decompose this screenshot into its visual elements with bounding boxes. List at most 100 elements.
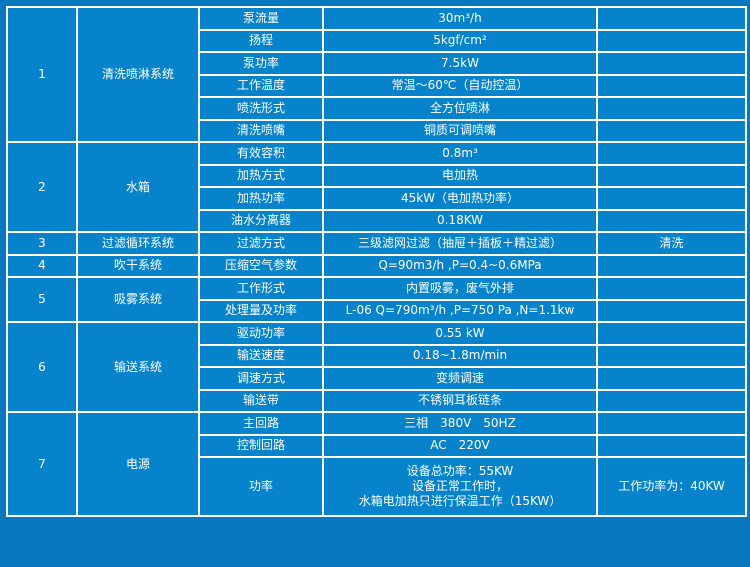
parameter-name: 泵流量 [198,6,324,31]
remark-cell [596,118,747,143]
table-row: 输送带 不锈钢耳板链条 [7,388,747,413]
system-name: 输送系统 [76,321,200,413]
parameter-value: 三级滤网过滤（抽屉＋插板＋精过滤） [322,231,598,256]
parameter-value: 45kW（电加热功率） [322,186,598,211]
parameter-value: AC 220V [322,433,598,458]
parameter-name: 功率 [198,456,324,517]
table-row: 7 电源 主回路 三相 380V 50HZ [6,411,747,517]
power-line: 设备总功率：55KW [406,464,514,478]
group-number: 1 [6,6,78,143]
table-row: 处理量及功率 L-06 Q=790m³/h ,P=750 Pa ,N=1.1kw [7,298,747,323]
group-number: 6 [6,321,78,413]
remark-cell [596,208,747,233]
table-row: 加热功率 45kW（电加热功率） [7,186,747,211]
parameter-name: 工作温度 [198,73,324,98]
group-number: 7 [6,411,78,517]
parameter-name: 有效容积 [198,141,324,166]
remark-cell: 清洗 [596,231,747,256]
group-number: 5 [6,276,78,323]
remark-cell [596,163,747,188]
table-row: 2 水箱 有效容积 0.8m³ [6,141,747,233]
remark-cell [596,253,747,278]
table-row: 6 输送系统 驱动功率 0.55 kW [6,321,747,413]
table-row: 输送速度 0.18~1.8m/min [7,343,747,368]
remark-cell [596,388,747,413]
remark-cell [596,51,747,76]
system-name: 清洗喷淋系统 [76,6,200,143]
power-line: 水箱电加热只进行保温工作（15KW） [358,494,562,508]
parameter-value: 0.18KW [322,208,598,233]
table-row: 调速方式 变频调速 [7,366,747,391]
system-name: 电源 [76,411,200,517]
table-row: 工作温度 常温～60℃（自动控温） [7,73,747,98]
parameter-name: 驱动功率 [198,321,324,346]
parameter-name: 主回路 [198,411,324,436]
parameter-name: 输送速度 [198,343,324,368]
parameter-name: 油水分离器 [198,208,324,233]
parameter-name: 控制回路 [198,433,324,458]
group-number: 2 [6,141,78,233]
parameter-value: 0.18~1.8m/min [322,343,598,368]
parameter-name: 调速方式 [198,366,324,391]
remark-cell [596,73,747,98]
parameter-value: 电加热 [322,163,598,188]
remark-cell [596,276,747,301]
parameter-name: 处理量及功率 [198,298,324,323]
table-row: 5 吸雾系统 工作形式 内置吸雾，废气外排 [6,276,747,323]
parameter-name: 压缩空气参数 [198,253,324,278]
parameter-name: 扬程 [198,28,324,53]
system-name: 吹干系统 [76,253,200,278]
remark-cell [596,28,747,53]
remark-cell [596,298,747,323]
parameter-name: 工作形式 [198,276,324,301]
parameter-value: 不锈钢耳板链条 [322,388,598,413]
remark-cell [596,141,747,166]
system-name: 过滤循环系统 [76,231,200,256]
remark-cell: 工作功率为：40KW [596,456,747,517]
parameter-name: 清洗喷嘴 [198,118,324,143]
parameter-name: 加热功率 [198,186,324,211]
parameter-value: 全方位喷淋 [322,96,598,121]
spec-table: 1 清洗喷淋系统 泵流量 30m³/h 扬程 5kgf/cm² 泵功率 7.5kW 工作温度 常温… [6,6,747,517]
power-line: 设备正常工作时， [411,479,508,493]
spec-table-container: 1 清洗喷淋系统 泵流量 30m³/h 扬程 5kgf/cm² 泵功率 7.5kW 工作温度 常温… [6,6,747,517]
table-row: 功率 设备总功率：55KW 设备正常工作时， 水箱电加热只进行保温工作（15KW） 工作… [7,456,747,517]
parameter-value: 30m³/h [322,6,598,31]
remark-cell [596,411,747,436]
table-row: 喷洗形式 全方位喷淋 [7,96,747,121]
table-row: 泵功率 7.5kW [7,51,747,76]
table-row: 4 吹干系统 压缩空气参数 Q=90m3/h ,P=0.4~0.6MPa [6,253,747,278]
parameter-value: L-06 Q=790m³/h ,P=750 Pa ,N=1.1kw [322,298,598,323]
parameter-value: 5kgf/cm² [322,28,598,53]
table-row: 3 过滤循环系统 过滤方式 三级滤网过滤（抽屉＋插板＋精过滤） 清洗 [6,231,747,256]
parameter-value: 0.55 kW [322,321,598,346]
parameter-value: 三相 380V 50HZ [322,411,598,436]
remark-cell [596,186,747,211]
parameter-value: Q=90m3/h ,P=0.4~0.6MPa [322,253,598,278]
table-row: 控制回路 AC 220V [7,433,747,458]
group-number: 3 [6,231,78,256]
remark-cell [596,433,747,458]
parameter-name: 过滤方式 [198,231,324,256]
parameter-value: 铜质可调喷嘴 [322,118,598,143]
parameter-value: 0.8m³ [322,141,598,166]
system-name: 水箱 [76,141,200,233]
remark-cell [596,6,747,31]
table-row: 加热方式 电加热 [7,163,747,188]
remark-cell [596,321,747,346]
remark-cell [596,343,747,368]
table-row: 1 清洗喷淋系统 泵流量 30m³/h [6,6,747,143]
remark-cell [596,96,747,121]
table-row: 油水分离器 0.18KW [7,208,747,233]
parameter-name: 输送带 [198,388,324,413]
parameter-value: 设备总功率：55KW 设备正常工作时， 水箱电加热只进行保温工作（15KW） [322,456,598,517]
parameter-value: 常温～60℃（自动控温） [322,73,598,98]
parameter-name: 泵功率 [198,51,324,76]
remark-cell [596,366,747,391]
parameter-value: 变频调速 [322,366,598,391]
parameter-name: 加热方式 [198,163,324,188]
group-number: 4 [6,253,78,278]
parameter-value: 内置吸雾，废气外排 [322,276,598,301]
parameter-name: 喷洗形式 [198,96,324,121]
parameter-value: 7.5kW [322,51,598,76]
